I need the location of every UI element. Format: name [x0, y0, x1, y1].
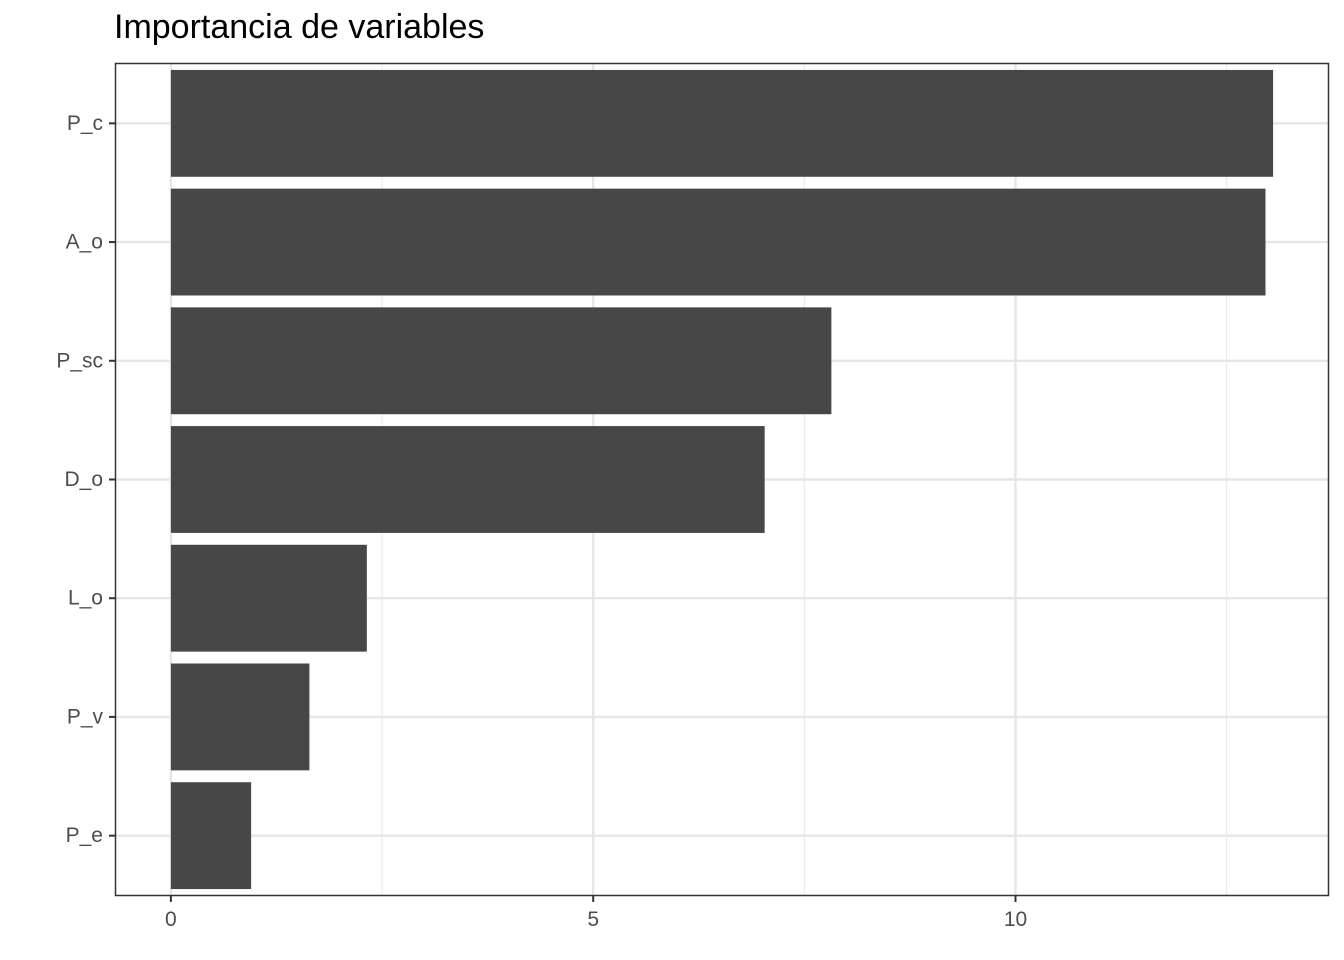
y-tick-label: L_o [68, 587, 103, 610]
bar-p-v [170, 663, 310, 771]
y-tick-label: P_v [67, 705, 104, 728]
x-tick-label: 5 [587, 908, 599, 931]
bar-l-o [170, 544, 367, 652]
bar-d-o [170, 426, 765, 533]
bar-p-c [170, 69, 1274, 177]
axes: P_c A_o P_sc D_o L_o P_v P_e 0 5 10 [56, 112, 1027, 931]
y-tick-label: P_e [66, 824, 103, 847]
bar-a-o [170, 188, 1266, 296]
chart-title: Importancia de variables [114, 8, 485, 46]
x-tick-label: 10 [1004, 908, 1027, 931]
y-tick-label: P_sc [56, 349, 103, 372]
y-tick-label: A_o [66, 231, 103, 254]
bar-p-e [170, 782, 252, 890]
x-tick-label: 0 [165, 908, 177, 931]
bars [170, 69, 1274, 890]
y-tick-label: D_o [64, 468, 103, 491]
y-tick-label: P_c [67, 112, 103, 135]
bar-p-sc [170, 307, 832, 415]
